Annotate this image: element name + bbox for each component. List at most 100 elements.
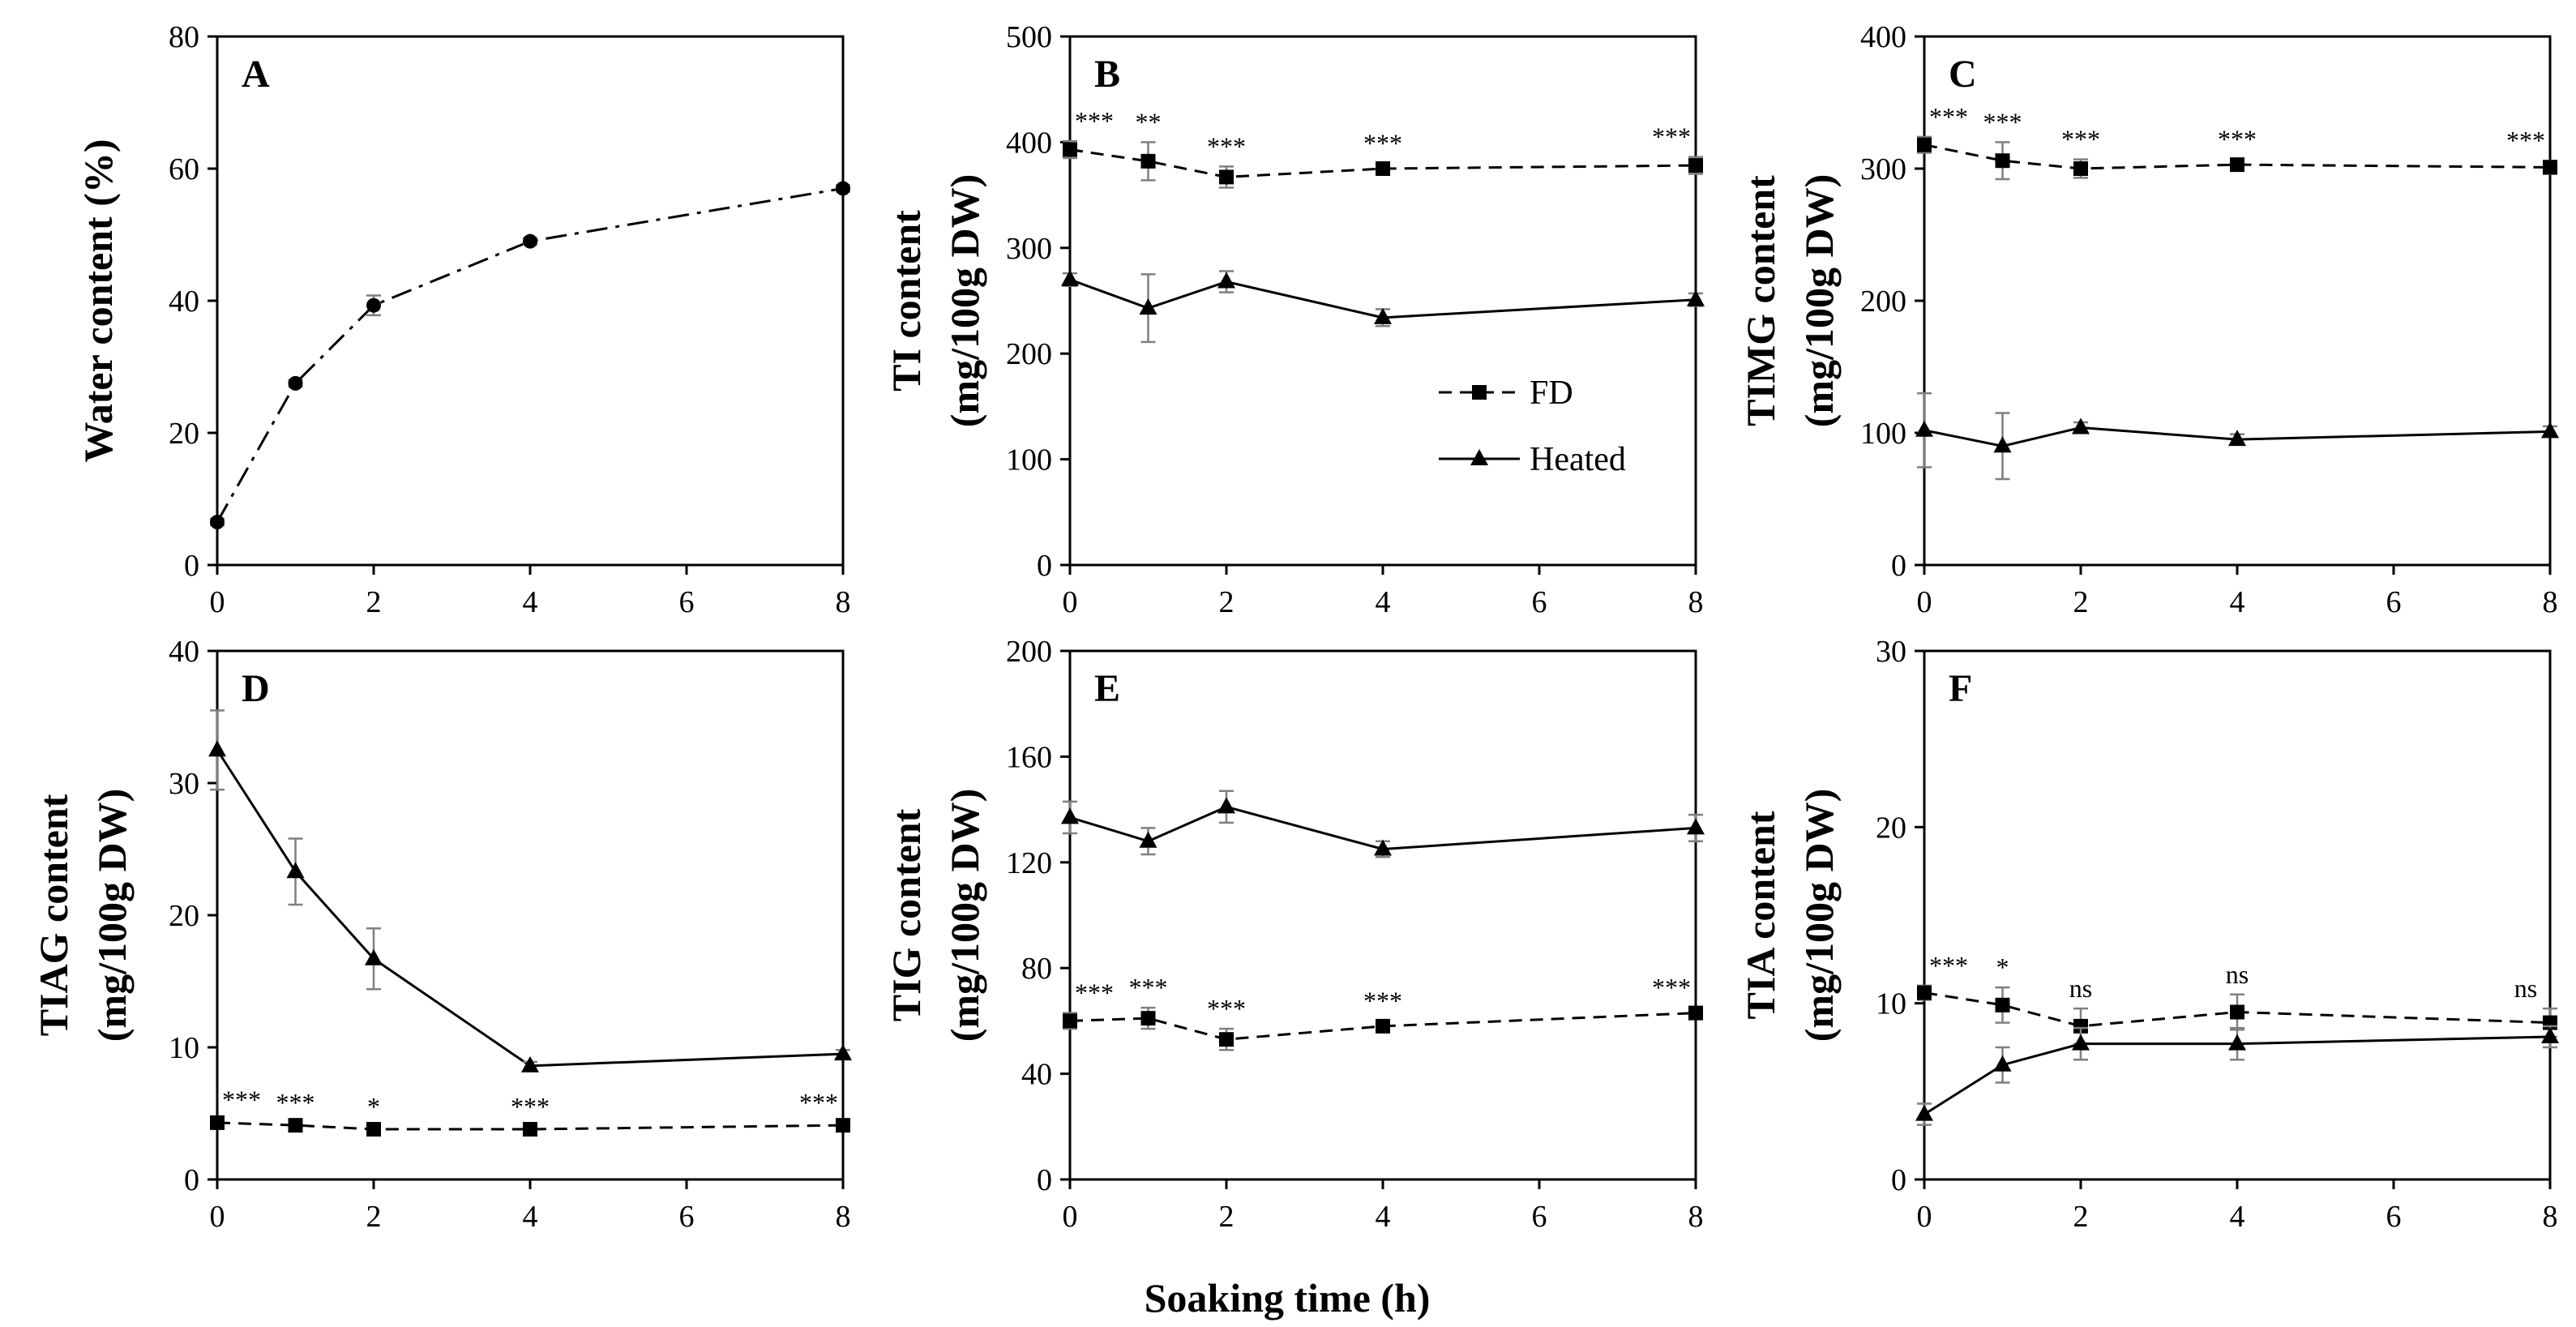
data-point [1995, 153, 2010, 169]
series-heated [1061, 790, 1705, 858]
data-point [2072, 417, 2090, 434]
data-point [1917, 137, 1932, 152]
data-point [365, 948, 383, 965]
panel-label: C [1949, 53, 1977, 96]
panel-label: E [1094, 667, 1120, 710]
significance-label: *** [1129, 973, 1168, 1002]
x-tick-label: 0 [210, 1200, 225, 1234]
data-point [1374, 307, 1392, 324]
significance-label: *** [222, 1085, 261, 1115]
x-tick-label: 2 [2073, 1200, 2089, 1234]
data-point [1063, 1013, 1077, 1029]
data-point [1219, 169, 1234, 185]
series-line [216, 186, 844, 523]
x-tick-label: 8 [1688, 1200, 1704, 1234]
data-point [1376, 1018, 1390, 1034]
significance-label: *** [276, 1088, 315, 1117]
series-heated [1915, 1025, 2559, 1126]
significance-label: *** [799, 1088, 838, 1117]
panel-b: 0 100 200 300 400 500 0 2 4 6 8 B TI content (mg/100g… [884, 20, 1705, 619]
significance-label: *** [1652, 122, 1691, 152]
x-tick-label: 4 [523, 585, 538, 619]
significance-label: ns [2226, 960, 2249, 989]
significance-label: *** [1983, 107, 2022, 136]
y-tick-label: 30 [169, 767, 199, 801]
data-point [2230, 157, 2244, 173]
y-tick-label: 300 [1860, 152, 1906, 186]
data-point [836, 181, 850, 196]
data-point [1917, 985, 1932, 1000]
y-tick-label: 30 [1876, 635, 1906, 669]
y-axis-title: (mg/100g DW) [1796, 174, 1842, 427]
panel-e: 0 40 80 120 160 200 0 2 4 6 8 E TIG content (mg/100g … [884, 635, 1705, 1234]
y-axis-title: TIG content [884, 808, 929, 1021]
y-tick-label: 10 [1876, 987, 1906, 1021]
data-point [1217, 797, 1235, 814]
data-point [2541, 1026, 2559, 1043]
data-point [1688, 158, 1703, 173]
data-point [286, 862, 305, 879]
data-point [1374, 839, 1392, 856]
data-point [1140, 153, 1156, 169]
legend: FD Heated [1439, 375, 1626, 478]
series-heated [1061, 269, 1705, 344]
series-water-content [210, 181, 850, 530]
x-tick-label: 8 [1688, 585, 1704, 619]
series-fd [210, 1115, 850, 1137]
y-axis-title: TIAG content [31, 794, 76, 1036]
y-axis-title: TI content [884, 210, 929, 392]
y-tick-label: 40 [1021, 1058, 1052, 1092]
data-point [208, 740, 226, 757]
data-point [2072, 1034, 2090, 1051]
plot-frame [1068, 649, 1697, 1181]
significance-label: *** [1207, 994, 1246, 1023]
data-point [1061, 807, 1079, 824]
x-tick-label: 8 [836, 1200, 851, 1234]
data-point [1687, 818, 1705, 835]
data-point [521, 1055, 539, 1072]
y-tick-label: 200 [1006, 635, 1052, 669]
panel-c: 0 100 200 300 400 0 2 4 6 8 C TIMG content (mg/100g … [1738, 20, 2559, 619]
y-tick-label: 200 [1860, 285, 1906, 319]
series-fd [1063, 1005, 1703, 1051]
x-tick-label: 6 [1532, 1200, 1547, 1234]
data-point [1063, 142, 1077, 157]
plot-frame [216, 35, 845, 567]
data-point [834, 1044, 852, 1061]
significance-label: *** [1652, 973, 1691, 1002]
panel-label: A [242, 53, 270, 96]
data-point [1061, 269, 1079, 286]
x-tick-label: 6 [679, 1200, 695, 1234]
y-tick-label: 160 [1006, 740, 1052, 774]
x-tick-label: 0 [1063, 1200, 1078, 1234]
x-axis-title: Soaking time (h) [1145, 1275, 1431, 1321]
y-tick-label: 20 [1876, 811, 1906, 845]
y-tick-label: 100 [1860, 417, 1906, 451]
data-point [1687, 289, 1705, 306]
plot-frame [1068, 35, 1697, 567]
significance-label: *** [1929, 951, 1968, 980]
significance-label: *** [1363, 128, 1402, 157]
data-point [2228, 1034, 2246, 1051]
significance-label: *** [1929, 102, 1968, 131]
series-line [216, 749, 844, 1068]
data-point [1140, 1011, 1156, 1026]
y-axis-title: (mg/100g DW) [942, 174, 987, 427]
x-tick-label: 0 [1917, 585, 1932, 619]
significance-label: *** [2218, 125, 2257, 154]
series-fd [1063, 139, 1703, 189]
data-point [523, 1122, 537, 1137]
y-tick-label: 40 [169, 285, 199, 319]
significance-label: *** [511, 1092, 550, 1121]
data-point [1915, 1104, 1933, 1121]
legend-heated-label: Heated [1530, 441, 1626, 478]
y-tick-label: 0 [184, 549, 199, 583]
significance-label: *** [1207, 131, 1246, 161]
y-tick-label: 500 [1006, 20, 1052, 54]
legend-heated-marker [1470, 449, 1488, 465]
x-tick-label: 6 [1532, 585, 1547, 619]
y-axis-title: (mg/100g DW) [89, 789, 135, 1042]
data-point [1219, 1032, 1234, 1047]
data-point [1217, 272, 1235, 289]
